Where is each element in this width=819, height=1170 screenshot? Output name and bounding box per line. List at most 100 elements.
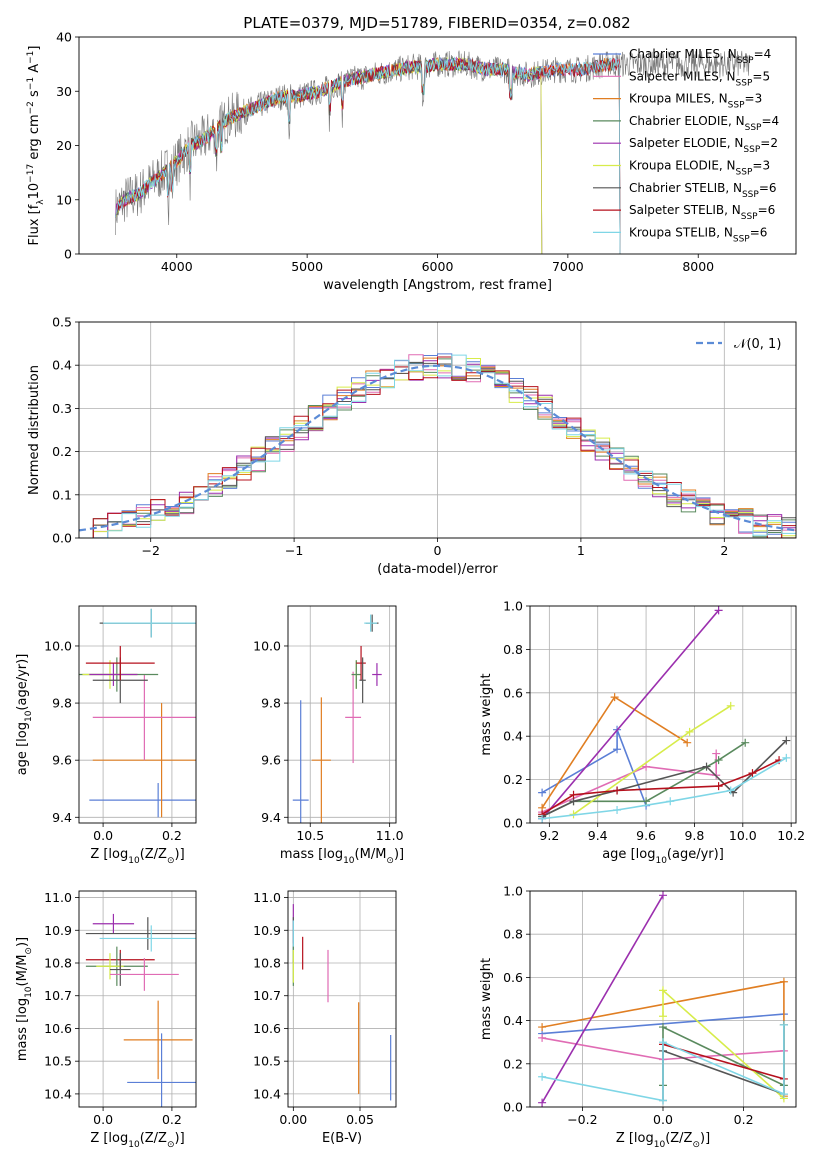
label-part: 10	[24, 986, 34, 998]
x-tick-label: 0.0	[653, 1112, 673, 1127]
label-part: Salpeter MILES, N	[629, 69, 736, 83]
error-bar-point	[292, 700, 309, 823]
x-tick-label: 0.2	[162, 828, 182, 843]
label-part: ⊙	[167, 1140, 175, 1150]
x-tick-label: −0.2	[567, 1112, 597, 1127]
error-bar-point	[351, 660, 362, 689]
label-part: =3	[752, 159, 770, 173]
label-part: 10	[24, 710, 34, 722]
histogram-kroupa-stelib	[79, 354, 796, 538]
label-part: 10	[128, 856, 140, 866]
label-part: (M/M	[355, 847, 387, 862]
x-tick-label: 10.5	[296, 828, 324, 843]
label-part: ⊙	[692, 1140, 700, 1150]
y-tick-label: 0.6	[503, 970, 523, 985]
label-part: ⊙	[386, 856, 394, 866]
weight-marker	[779, 1090, 788, 1099]
label-part: SSP	[737, 56, 754, 66]
weight-marker	[538, 788, 547, 797]
y-tick-label: 10.8	[44, 956, 72, 971]
label-part: SSP	[742, 190, 759, 200]
error-bar-point	[99, 925, 196, 952]
error-bar-point	[356, 645, 366, 681]
label-part: Z [log	[90, 847, 128, 862]
weight-marker	[642, 797, 651, 806]
weight-marker	[683, 738, 692, 747]
weight-marker	[659, 1023, 667, 1032]
y-tick-label: 20	[56, 138, 72, 153]
y-axis-label: mass weight	[479, 673, 494, 755]
error-bar-point	[359, 657, 366, 704]
label-part: (Z/Z	[140, 847, 167, 862]
y-tick-label: 30	[56, 84, 72, 99]
label-part: Kroupa STELIB, N	[629, 225, 733, 239]
y-tick-label: 0.3	[52, 401, 72, 416]
label-part: )]	[15, 937, 30, 947]
axes-age-vs-Z: 0.0 0.29.49.69.810.0Z [log10(Z/Z⊙)]age [l…	[15, 605, 197, 866]
error-bar-point	[311, 697, 331, 823]
legend-label: Salpeter MILES, NSSP=5	[629, 69, 770, 88]
error-bar-point	[89, 663, 138, 686]
y-tick-label: 1.0	[503, 884, 523, 899]
figure-title: PLATE=0379, MJD=51789, FIBERID=0354, z=0…	[243, 14, 630, 32]
x-tick-label: 1	[577, 543, 585, 558]
label-part: SSP	[736, 78, 753, 88]
y-tick-label: 10.9	[253, 923, 281, 938]
error-bar-point	[85, 917, 196, 950]
legend-label: Kroupa STELIB, NSSP=6	[629, 225, 767, 244]
model-spectrum-kroupa-stelib	[115, 56, 621, 254]
label-part: =4	[761, 114, 779, 128]
axes-mass-weight-vs-Z: −0.2 0.0 0.2 0.0 0.2 0.4 0.6 0.8 1.0 Z [log10(Z/Z…	[479, 884, 797, 1150]
axes-frame	[287, 605, 397, 824]
legend-label: Chabrier STELIB, NSSP=6	[629, 181, 777, 200]
x-axis-label: mass [log10(M/M⊙)]	[280, 847, 404, 866]
y-tick-label: 10.5	[253, 1054, 281, 1069]
y-tick-label: 10.4	[44, 1086, 72, 1101]
weight-marker	[538, 1072, 547, 1081]
label-part: ]	[27, 46, 42, 51]
label-part: )]	[175, 1131, 185, 1146]
x-axis-label: (data-model)/error	[377, 562, 498, 577]
y-tick-label: 0.0	[503, 816, 523, 831]
weight-marker	[702, 762, 711, 771]
x-tick-label: 0.05	[346, 1112, 374, 1127]
y-tick-label: 40	[56, 30, 72, 45]
y-tick-label: 10.8	[253, 956, 281, 971]
weight-marker	[538, 1098, 547, 1107]
x-tick-label: 0	[434, 543, 442, 558]
plot-area	[115, 50, 751, 254]
y-tick-label: 10.0	[44, 638, 72, 653]
error-bar-point	[103, 608, 196, 638]
x-axis-label: Z [log10(Z/Z⊙)]	[616, 1131, 710, 1150]
y-tick-label: 0.8	[503, 927, 523, 942]
y-tick-label: 10.9	[44, 923, 72, 938]
y-tick-label: 10.7	[44, 988, 72, 1003]
label-part: A	[27, 64, 42, 77]
y-tick-label: 0.4	[503, 1013, 523, 1028]
label-part: =6	[750, 225, 768, 239]
label-part: mass [log	[15, 998, 30, 1061]
label-part: Flux [f	[27, 204, 42, 245]
x-tick-label: 7000	[552, 259, 584, 274]
error-bar-point	[96, 953, 124, 980]
label-part: λ	[36, 199, 46, 205]
error-bar-point	[85, 645, 155, 681]
weight-marker	[714, 782, 723, 791]
y-tick-label: 9.4	[261, 810, 281, 825]
error-bar-point	[345, 671, 362, 764]
y-tick-label: 9.6	[261, 753, 281, 768]
error-bar-point	[364, 614, 377, 632]
weight-marker	[748, 769, 757, 778]
label-part: SSP	[728, 101, 745, 111]
label-part: mass [log	[280, 847, 343, 862]
label-part: Kroupa ELODIE, N	[629, 159, 736, 173]
label-part: SSP	[733, 234, 750, 244]
y-axis-label: Flux [fλ10−17 erg cm−2 s−1 A−1]	[26, 46, 46, 246]
weight-line	[541, 729, 647, 806]
y-axis-label: mass [log10(M/M⊙)]	[15, 937, 34, 1061]
error-bar-point	[109, 958, 179, 991]
plot-area	[292, 904, 392, 1101]
y-tick-label: 0.8	[503, 642, 523, 657]
weight-marker	[659, 986, 667, 995]
